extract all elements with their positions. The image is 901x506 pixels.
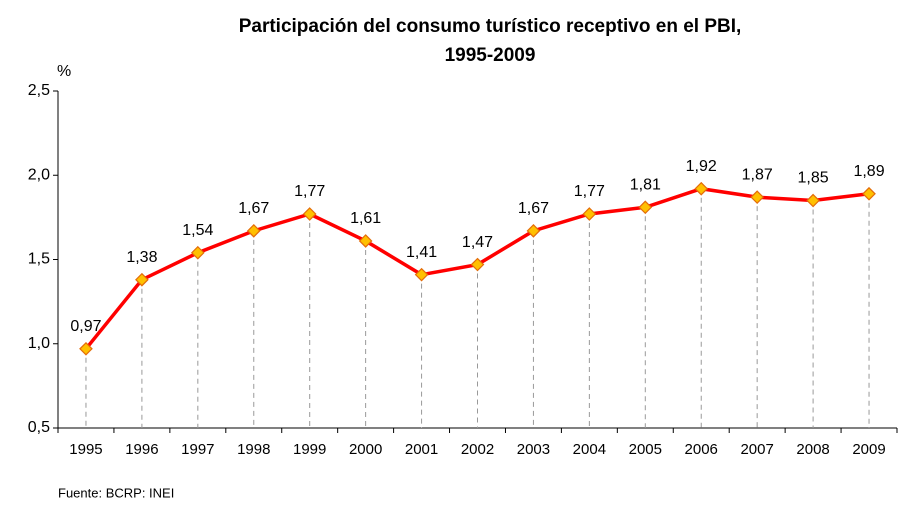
data-label: 0,97 <box>70 318 101 335</box>
x-tick-label: 2004 <box>573 441 606 458</box>
y-tick-label: 2,5 <box>28 82 50 99</box>
data-label: 1,54 <box>182 222 213 239</box>
data-label: 1,87 <box>742 166 773 183</box>
x-tick-label: 2007 <box>740 441 773 458</box>
y-tick-label: 2,0 <box>28 166 50 183</box>
marker <box>302 207 317 221</box>
data-label: 1,89 <box>853 163 884 180</box>
marker <box>190 245 205 260</box>
marker <box>246 224 261 238</box>
x-tick-label: 2005 <box>629 441 662 458</box>
y-tick-label: 1,0 <box>28 335 50 352</box>
marker <box>862 186 876 201</box>
chart-title: Participación del consumo turístico rece… <box>239 16 742 37</box>
data-label: 1,47 <box>462 234 493 251</box>
chart-title: 1995-2009 <box>445 45 536 66</box>
marker <box>135 272 149 287</box>
data-label: 1,67 <box>518 200 549 217</box>
x-tick-label: 2008 <box>796 441 829 458</box>
data-label: 1,81 <box>630 176 661 193</box>
x-tick-label: 2001 <box>405 441 438 458</box>
data-label: 1,67 <box>238 200 269 217</box>
x-tick-label: 2009 <box>852 441 885 458</box>
x-tick-label: 2000 <box>349 441 382 458</box>
x-tick-label: 2003 <box>517 441 550 458</box>
y-tick-label: 1,5 <box>28 251 50 268</box>
y-tick-label: 0,5 <box>28 419 50 436</box>
marker <box>526 224 541 238</box>
data-label: 1,85 <box>798 170 829 187</box>
data-label: 1,77 <box>294 183 325 200</box>
marker <box>79 341 93 356</box>
data-label: 1,77 <box>574 183 605 200</box>
marker <box>582 207 597 221</box>
x-tick-label: 1999 <box>293 441 326 458</box>
marker <box>414 267 429 282</box>
y-axis-label: % <box>57 63 71 80</box>
x-tick-label: 1997 <box>181 441 214 458</box>
marker <box>638 200 653 215</box>
marker <box>358 234 373 248</box>
x-tick-label: 1996 <box>125 441 158 458</box>
x-tick-label: 1995 <box>69 441 102 458</box>
data-label: 1,41 <box>406 244 437 261</box>
data-label: 1,61 <box>350 210 381 227</box>
marker <box>750 190 765 205</box>
x-tick-label: 2006 <box>685 441 718 458</box>
marker <box>694 181 709 196</box>
x-tick-label: 1998 <box>237 441 270 458</box>
x-tick-label: 2002 <box>461 441 494 458</box>
data-label: 1,92 <box>686 158 717 175</box>
source: Fuente: BCRP: INEI <box>58 485 174 500</box>
marker <box>806 193 820 208</box>
marker <box>470 257 485 272</box>
data-label: 1,38 <box>126 249 157 266</box>
